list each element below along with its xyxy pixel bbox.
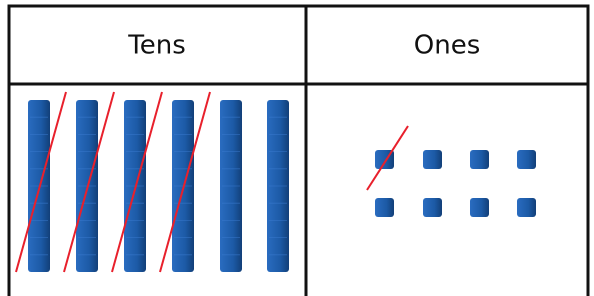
one-cube (470, 150, 489, 169)
tens-rods (28, 100, 289, 272)
one-cube (517, 198, 536, 217)
page: Tens Ones (() => { const data = JSON.par… (0, 0, 594, 296)
one-cube (517, 150, 536, 169)
cross-out (367, 126, 408, 190)
one-cube (423, 150, 442, 169)
place-value-table: Tens Ones (0, 0, 594, 296)
header-ones: Ones (414, 31, 481, 61)
one-cube (423, 198, 442, 217)
cross-outs (16, 92, 408, 272)
one-cube (470, 198, 489, 217)
one-cube (375, 198, 394, 217)
header-tens: Tens (127, 31, 185, 61)
ones-cubes (375, 150, 536, 217)
